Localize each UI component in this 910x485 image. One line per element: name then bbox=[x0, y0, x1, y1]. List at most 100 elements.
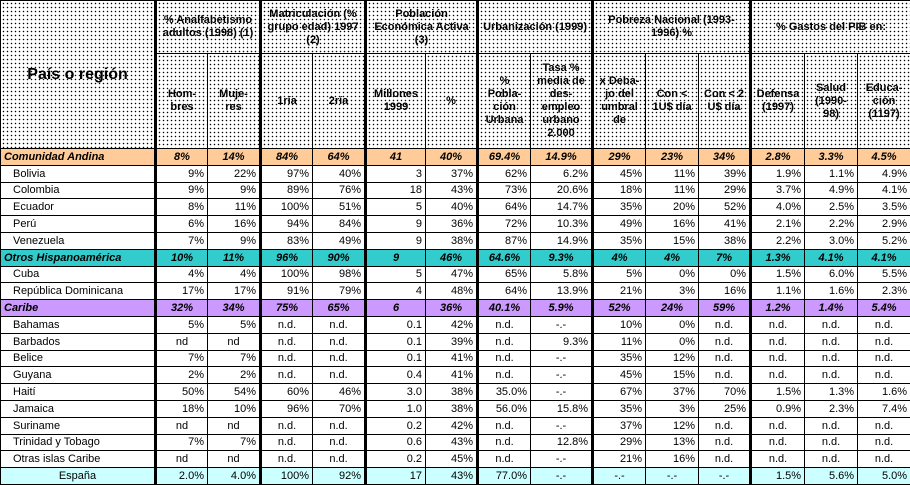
table-cell: 94% bbox=[259, 215, 313, 233]
table-cell: 4.0% bbox=[207, 467, 261, 485]
table-cell: 51% bbox=[311, 198, 367, 217]
table-cell: nd bbox=[207, 450, 261, 469]
table-cell: n.d. bbox=[311, 450, 367, 469]
table-cell: n.d. bbox=[476, 349, 532, 368]
table-cell: n.d. bbox=[259, 366, 313, 385]
table-cell: 84% bbox=[259, 148, 313, 166]
table-cell: 11% bbox=[207, 248, 261, 267]
table-cell: 4% bbox=[591, 248, 647, 267]
table-cell: 100% bbox=[259, 198, 313, 217]
table-cell: 29% bbox=[591, 433, 647, 452]
table-cell: 15.8% bbox=[530, 399, 594, 418]
table-cell: 59% bbox=[698, 299, 752, 317]
table-cell: 35% bbox=[591, 198, 647, 217]
table-cell: 41 bbox=[364, 148, 427, 166]
table-cell: 11% bbox=[207, 198, 261, 217]
table-cell: 0.9% bbox=[749, 399, 806, 418]
table-cell: 41% bbox=[425, 366, 479, 385]
table-cell: 60% bbox=[259, 383, 313, 401]
row-label: Cuba bbox=[0, 265, 156, 284]
table-cell: 16% bbox=[207, 215, 261, 233]
table-cell: 4.1% bbox=[857, 181, 910, 200]
row-label: Belice bbox=[0, 349, 156, 368]
table-cell: 90% bbox=[311, 248, 367, 267]
table-row-group: Caribe 32% 34% 75% 65% 6 36% 40.1% 5.9% 52% 24% 59%… bbox=[0, 299, 910, 317]
table-cell: 3.5% bbox=[857, 198, 910, 217]
table-cell: 10% bbox=[154, 248, 208, 267]
table-cell: n.d. bbox=[804, 366, 859, 385]
table-cell: 0.4 bbox=[364, 366, 427, 385]
row-label: Perú bbox=[0, 215, 156, 233]
table-cell: 0.2 bbox=[364, 450, 427, 469]
table-cell: 62% bbox=[476, 164, 532, 183]
table-row: Suriname nd nd n.d. n.d. 0.2 42% n.d. -.- 37% 12% n… bbox=[0, 416, 910, 435]
table-cell: 73% bbox=[476, 181, 532, 200]
table-cell: 6.0% bbox=[804, 265, 859, 284]
table-cell: 0.1 bbox=[364, 315, 427, 334]
table-cell: -.- bbox=[530, 416, 594, 435]
header-sub-column: Hom-bres bbox=[154, 53, 208, 149]
table-cell: 50% bbox=[154, 383, 208, 401]
table-cell: 38% bbox=[698, 231, 752, 250]
table-cell: 34% bbox=[698, 148, 752, 166]
row-label: Bolivia bbox=[0, 164, 156, 183]
table-cell: 6 bbox=[364, 299, 427, 317]
table-cell: 36% bbox=[425, 215, 479, 233]
table-cell: 2.5% bbox=[804, 198, 859, 217]
table-cell: 1.3% bbox=[749, 248, 806, 267]
table-row-group: Comunidad Andina 8% 14% 84% 64% 41 40% 69.4% 14.… bbox=[0, 148, 910, 166]
table-cell: 7.4% bbox=[857, 399, 910, 418]
table-cell: 92% bbox=[311, 467, 367, 485]
table-cell: 32% bbox=[154, 299, 208, 317]
table-cell: 7% bbox=[154, 231, 208, 250]
header-group-pobreza: Pobreza Nacional (1993-1996) % bbox=[591, 0, 752, 54]
header-group-urbanizacion: Urbanización (1999) bbox=[476, 0, 594, 54]
table-cell: 1.1% bbox=[804, 164, 859, 183]
table-cell: 2.0% bbox=[154, 467, 208, 485]
table-cell: n.d. bbox=[476, 332, 532, 351]
header-group-analfabetismo: % Analfabetismo adultos (1998) (1) bbox=[154, 0, 261, 54]
table-cell: 35% bbox=[591, 231, 647, 250]
table-cell: 1.4% bbox=[804, 299, 859, 317]
table-cell: 1.1% bbox=[749, 282, 806, 301]
table-cell: 43% bbox=[425, 433, 479, 452]
table-cell: 40% bbox=[425, 198, 479, 217]
table-cell: n.d. bbox=[476, 366, 532, 385]
header-sub-column: Defensa (1997) bbox=[749, 53, 806, 149]
header-sub-column: % bbox=[425, 53, 479, 149]
table-cell: n.d. bbox=[259, 349, 313, 368]
table-cell: n.d. bbox=[698, 366, 752, 385]
table-cell: 17% bbox=[154, 282, 208, 301]
table-cell: 29% bbox=[591, 148, 647, 166]
table-cell: n.d. bbox=[804, 349, 859, 368]
table-cell: 5% bbox=[591, 265, 647, 284]
table-cell: 35% bbox=[591, 399, 647, 418]
table-cell: 79% bbox=[311, 282, 367, 301]
row-label: Suriname bbox=[0, 416, 156, 435]
table-cell: 14.9% bbox=[530, 231, 594, 250]
table-cell: n.d. bbox=[698, 416, 752, 435]
table-cell: 0% bbox=[645, 332, 700, 351]
header-sub-column: Salud (1990-98) bbox=[804, 53, 859, 149]
table-cell: -.- bbox=[530, 349, 594, 368]
table-cell: 16% bbox=[645, 450, 700, 469]
header-sub-column: 1ría bbox=[259, 53, 313, 149]
table-cell: 87% bbox=[476, 231, 532, 250]
table-cell: nd bbox=[154, 332, 208, 351]
table-cell: n.d. bbox=[259, 332, 313, 351]
table-cell: 3.0% bbox=[804, 231, 859, 250]
table-cell: n.d. bbox=[749, 366, 806, 385]
table-row: Haití 50% 54% 60% 46% 3.0 38% 35.0% -.- 67% 37% 70%… bbox=[0, 383, 910, 401]
table-cell: 39% bbox=[698, 164, 752, 183]
table-cell: n.d. bbox=[804, 450, 859, 469]
table-cell: n.d. bbox=[698, 433, 752, 452]
table-cell: 24% bbox=[645, 299, 700, 317]
table-cell: 4.1% bbox=[857, 248, 910, 267]
table-cell: 21% bbox=[591, 282, 647, 301]
table-cell: 70% bbox=[698, 383, 752, 401]
table-cell: 2% bbox=[154, 366, 208, 385]
table-cell: n.d. bbox=[311, 433, 367, 452]
table-cell: 3.7% bbox=[749, 181, 806, 200]
table-cell: n.d. bbox=[857, 315, 910, 334]
table-cell: n.d. bbox=[698, 450, 752, 469]
